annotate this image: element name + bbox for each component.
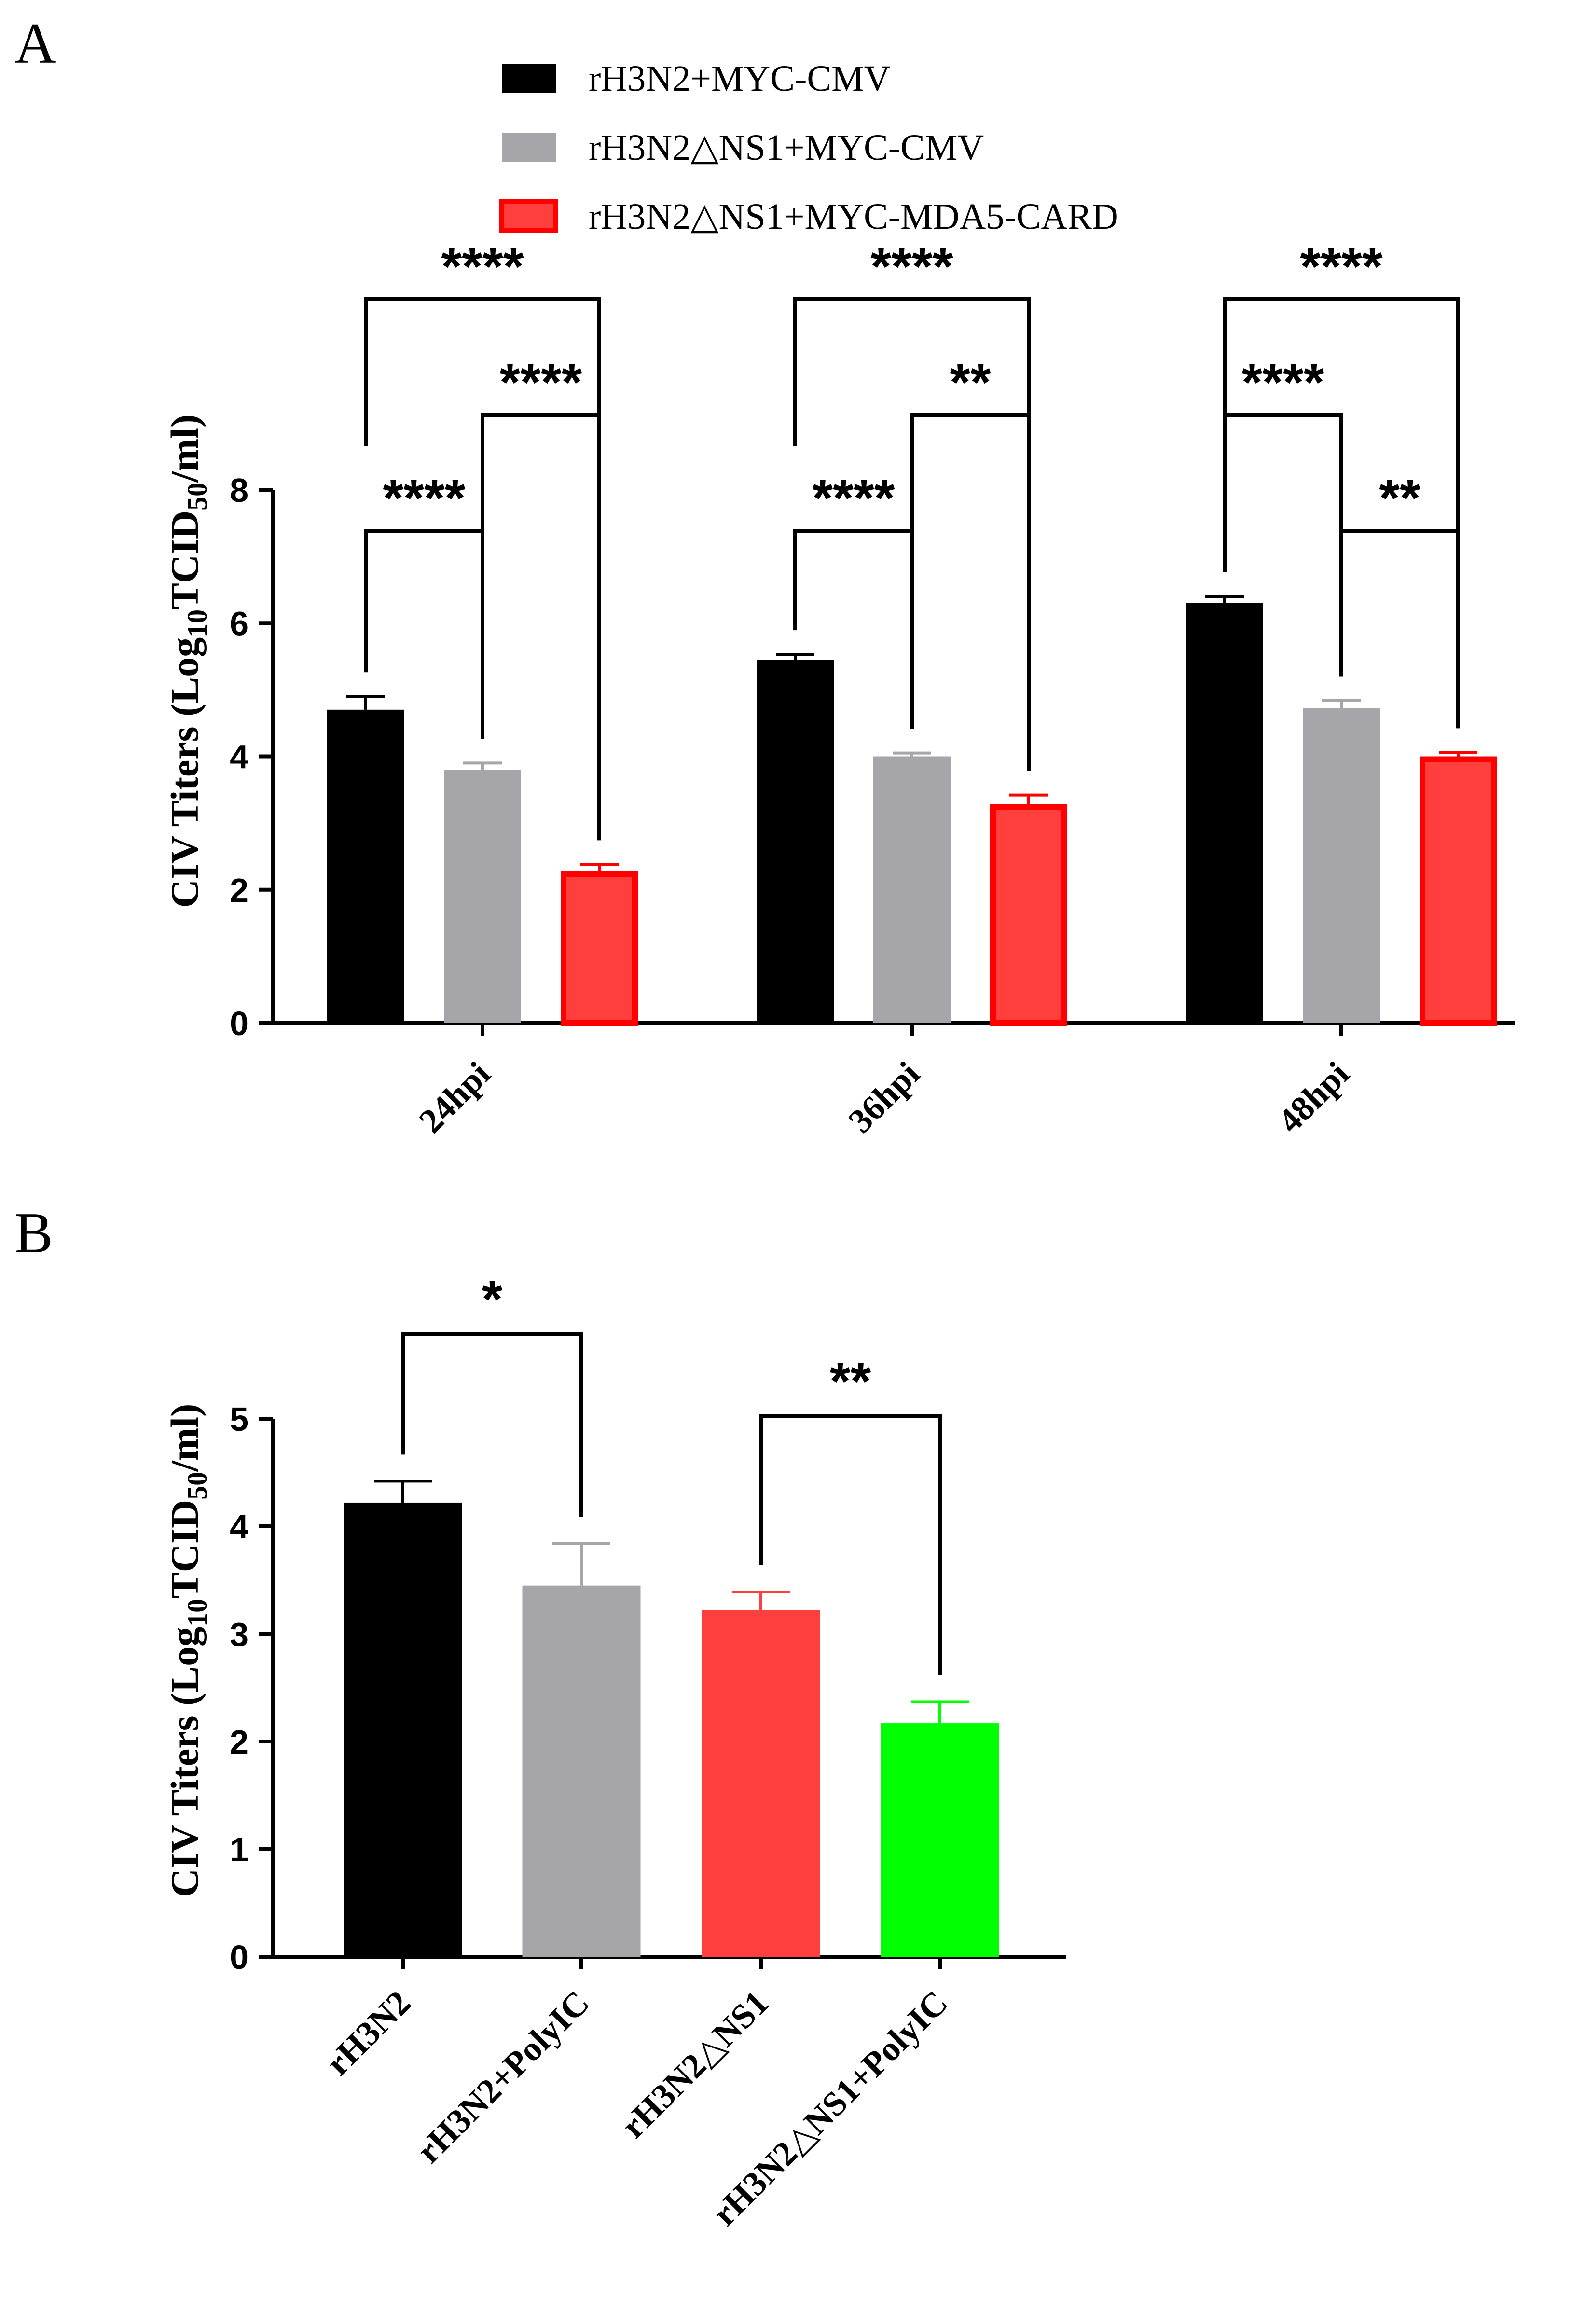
y-axis-title-part: 10 — [181, 609, 213, 637]
bar — [990, 804, 1067, 1026]
y-tick-label: 6 — [230, 605, 248, 642]
bar — [1303, 708, 1380, 1023]
bar — [702, 1610, 820, 1957]
significance-label: * — [482, 1270, 503, 1329]
y-axis-title-part: 10 — [181, 1599, 213, 1627]
significance-label: **** — [812, 469, 895, 528]
legend-swatch — [502, 64, 556, 93]
significance-label: **** — [499, 353, 582, 412]
x-tick-label: rH3N2 — [318, 1983, 418, 2083]
y-axis-title-part: CIV Titers (Log — [163, 637, 207, 908]
x-tick-label: 24hpi — [412, 1054, 497, 1140]
legend-label: rH3N2△NS1+MYC-MDA5-CARD — [589, 196, 1118, 237]
bar — [881, 1723, 999, 1957]
significance-label: **** — [870, 237, 953, 296]
y-tick-label: 3 — [230, 1616, 248, 1653]
panel-a-letter: A — [14, 11, 56, 75]
significance-bracket — [910, 413, 1031, 771]
y-axis-title-part: TCID — [163, 511, 207, 609]
legend-swatch — [502, 133, 556, 162]
y-tick-label: 2 — [230, 872, 248, 909]
y-tick-label: 2 — [230, 1723, 248, 1761]
significance-bracket — [793, 297, 1031, 771]
bar — [561, 871, 638, 1026]
legend-swatch — [499, 199, 558, 233]
significance-label: **** — [1241, 353, 1324, 412]
significance-bracket — [364, 529, 484, 739]
bar — [757, 660, 834, 1023]
legend-label: rH3N2+MYC-CMV — [589, 58, 891, 99]
y-tick-label: 4 — [230, 1508, 248, 1546]
y-tick-label: 4 — [230, 738, 248, 776]
bar — [444, 770, 521, 1023]
significance-bracket — [1339, 529, 1460, 729]
y-tick-label: 1 — [230, 1831, 248, 1868]
y-axis-title-part: 50 — [181, 483, 213, 511]
x-tick-label: 48hpi — [1270, 1054, 1356, 1140]
y-tick-label: 0 — [230, 1938, 248, 1976]
significance-label: **** — [383, 469, 465, 528]
significance-label: ** — [950, 353, 991, 412]
bar — [327, 709, 404, 1023]
significance-bracket — [401, 1332, 583, 1517]
bar — [1186, 603, 1263, 1023]
x-tick-label: 36hpi — [841, 1054, 927, 1140]
significance-bracket — [1223, 413, 1343, 677]
panel-a-legend: rH3N2+MYC-CMV rH3N2△NS1+MYC-CMV rH3N2△NS1+… — [499, 58, 1118, 237]
y-tick-label: 8 — [230, 471, 248, 509]
bar — [1420, 756, 1497, 1026]
panel-a-y-axis-title: CIV Titers (Log10TCID50/ml) — [163, 415, 213, 908]
bar — [522, 1585, 641, 1957]
y-axis-title-part: 50 — [181, 1472, 213, 1500]
significance-bracket — [1223, 297, 1460, 729]
x-tick-label: rH3N2+PolyIC — [409, 1983, 596, 2171]
panel-b-y-axis-title: CIV Titers (Log10TCID50/ml) — [163, 1404, 213, 1897]
y-axis-title-part: /ml) — [163, 1404, 207, 1472]
significance-bracket — [759, 1414, 942, 1675]
y-axis-title-part: CIV Titers (Log — [163, 1627, 207, 1897]
legend-label: rH3N2△NS1+MYC-CMV — [589, 127, 984, 168]
y-axis-title-part: /ml) — [163, 415, 207, 483]
y-axis-title-part: TCID — [163, 1500, 207, 1599]
significance-bracket — [364, 297, 601, 841]
bar — [344, 1502, 462, 1957]
y-tick-label: 0 — [230, 1005, 248, 1042]
x-tick-label: rH3N2△NS1 — [614, 1983, 776, 2145]
panel-b-letter: B — [14, 1201, 53, 1265]
significance-label: ** — [1379, 469, 1420, 528]
significance-label: ** — [830, 1352, 871, 1411]
significance-label: **** — [441, 237, 524, 296]
significance-label: **** — [1300, 237, 1382, 296]
bar — [873, 756, 951, 1023]
y-tick-label: 5 — [230, 1400, 248, 1438]
